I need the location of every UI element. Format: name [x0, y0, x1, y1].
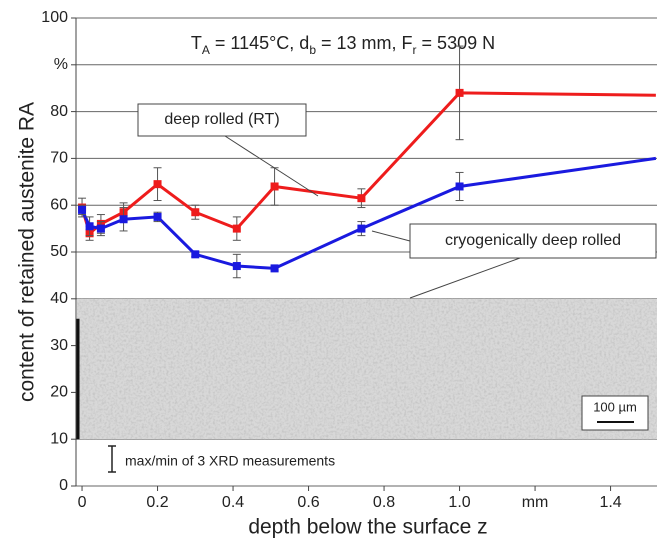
error-note: max/min of 3 XRD measurements [125, 453, 335, 469]
x-tick-label: 0.4 [222, 494, 244, 511]
title-part: = 1145°C, d [210, 33, 309, 53]
title-subscript: A [202, 43, 210, 57]
micrograph-grain [77, 299, 657, 439]
data-point [456, 89, 464, 97]
x-tick-label: 1.0 [448, 494, 470, 511]
data-point [233, 225, 241, 233]
title-part: T [191, 33, 202, 53]
y-tick-label: 80 [50, 103, 68, 120]
y-tick-label: 0 [59, 477, 68, 494]
series-label: deep rolled (RT) [164, 111, 279, 128]
data-point [86, 222, 94, 230]
error-icon [108, 446, 116, 472]
y-axis-label: content of retained austenite RA [16, 102, 39, 402]
x-tick-label: mm [522, 494, 549, 511]
series-label: cryogenically deep rolled [445, 232, 621, 249]
y-tick-label: 100 [41, 9, 68, 26]
y-tick-label: 40 [50, 290, 68, 307]
x-tick-label: 0.6 [297, 494, 319, 511]
chart-title: TA = 1145°C, db = 13 mm, Fr = 5309 N [191, 33, 495, 57]
data-point [191, 250, 199, 258]
data-point [191, 208, 199, 216]
data-point [97, 225, 105, 233]
data-point [271, 264, 279, 272]
chart: 0 10 20 30 40 50 60 70 80% 100 0 0.2 0.4 0.6 0.8 1.0 mm 1… [0, 0, 657, 541]
data-point [120, 215, 128, 223]
y-tick-label: % [54, 56, 68, 73]
data-point [233, 262, 241, 270]
leader-lines [225, 136, 520, 298]
scale-bar-label: 100 µm [593, 399, 637, 414]
x-axis-label: depth below the surface z [248, 516, 487, 539]
data-point [271, 182, 279, 190]
title-part: = 5309 N [417, 33, 496, 53]
y-tick-label: 20 [50, 384, 68, 401]
y-tick-label: 30 [50, 337, 68, 354]
data-point [357, 194, 365, 202]
y-tick-label: 10 [50, 430, 68, 447]
x-tick-label: 0.2 [146, 494, 168, 511]
y-tick-label: 60 [50, 196, 68, 213]
y-tick-label: 70 [50, 150, 68, 167]
data-point [456, 182, 464, 190]
x-tick-label: 0.8 [373, 494, 395, 511]
data-point [357, 225, 365, 233]
data-point [154, 213, 162, 221]
x-tick-label: 0 [78, 494, 87, 511]
data-point [78, 206, 86, 214]
title-part: = 13 mm, F [316, 33, 413, 53]
data-point [154, 180, 162, 188]
x-tick-label: 1.4 [599, 494, 621, 511]
y-tick-label: 50 [50, 243, 68, 260]
